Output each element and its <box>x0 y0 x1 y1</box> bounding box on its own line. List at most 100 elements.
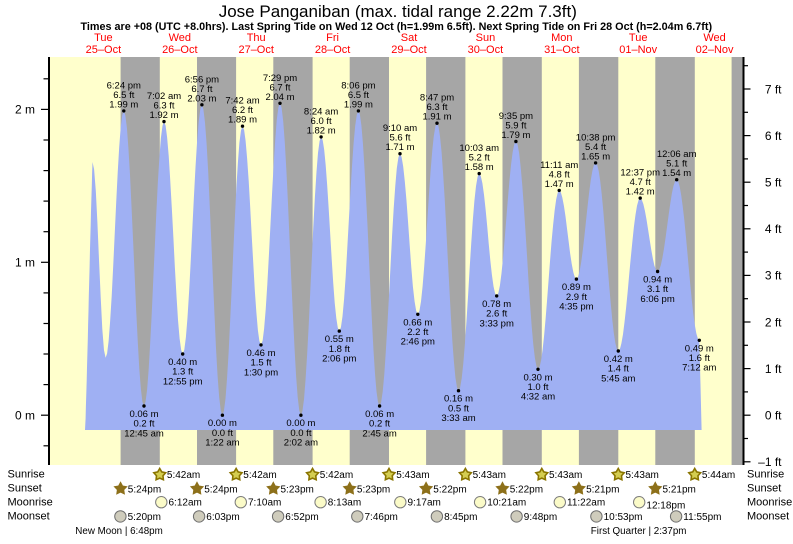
svg-text:2:45 am: 2:45 am <box>362 428 396 439</box>
svg-text:8:47 pm: 8:47 pm <box>420 93 454 104</box>
svg-text:Sunset: Sunset <box>747 483 781 495</box>
svg-text:Fri: Fri <box>326 32 339 44</box>
svg-text:12:18pm: 12:18pm <box>646 500 685 511</box>
svg-text:6.5 ft: 6.5 ft <box>348 90 369 101</box>
svg-text:2.9 ft: 2.9 ft <box>566 292 587 303</box>
svg-text:2.2 ft: 2.2 ft <box>407 327 428 338</box>
svg-text:6:06 pm: 6:06 pm <box>640 294 674 305</box>
svg-text:0.0 ft: 0.0 ft <box>290 428 311 439</box>
svg-text:1:22 am: 1:22 am <box>205 438 239 449</box>
svg-text:Sun: Sun <box>476 32 496 44</box>
svg-text:1.0 ft: 1.0 ft <box>527 382 548 393</box>
svg-text:5:45 am: 5:45 am <box>601 373 635 384</box>
svg-text:12:37 pm: 12:37 pm <box>620 168 660 179</box>
svg-text:0.2 ft: 0.2 ft <box>369 419 390 430</box>
svg-text:8:06 pm: 8:06 pm <box>341 80 375 91</box>
svg-text:8:13am: 8:13am <box>328 498 361 509</box>
svg-text:3:33 am: 3:33 am <box>441 413 475 424</box>
svg-text:1.5 ft: 1.5 ft <box>250 358 271 369</box>
svg-text:01–Nov: 01–Nov <box>619 44 657 56</box>
svg-text:6.3 ft: 6.3 ft <box>426 102 447 113</box>
svg-text:8:45pm: 8:45pm <box>444 512 477 523</box>
svg-text:5.6 ft: 5.6 ft <box>389 133 410 144</box>
svg-text:10:38 pm: 10:38 pm <box>576 132 616 143</box>
svg-text:0.49 m: 0.49 m <box>685 343 714 354</box>
svg-text:5:23pm: 5:23pm <box>281 484 314 495</box>
svg-text:First Quarter | 2:37pm: First Quarter | 2:37pm <box>591 526 687 537</box>
svg-text:12:45 am: 12:45 am <box>124 428 164 439</box>
svg-text:2 m: 2 m <box>15 103 35 117</box>
svg-text:1.54 m: 1.54 m <box>662 168 691 179</box>
svg-text:Sunrise: Sunrise <box>8 469 45 481</box>
svg-text:New Moon | 6:48pm: New Moon | 6:48pm <box>75 526 163 537</box>
svg-text:2 ft: 2 ft <box>765 315 782 329</box>
svg-text:1 m: 1 m <box>15 256 35 270</box>
svg-text:5.2 ft: 5.2 ft <box>469 153 490 164</box>
svg-text:5:22pm: 5:22pm <box>510 484 543 495</box>
svg-text:0 ft: 0 ft <box>765 409 782 423</box>
svg-text:4.7 ft: 4.7 ft <box>630 177 651 188</box>
svg-text:0.06 m: 0.06 m <box>365 409 394 420</box>
svg-text:3 ft: 3 ft <box>765 269 782 283</box>
svg-text:25–Oct: 25–Oct <box>86 44 121 56</box>
svg-text:5:42am: 5:42am <box>243 470 276 481</box>
svg-text:5:43am: 5:43am <box>549 470 582 481</box>
svg-text:5:43am: 5:43am <box>473 470 506 481</box>
svg-text:Sat: Sat <box>401 32 418 44</box>
svg-text:Tue: Tue <box>629 32 648 44</box>
svg-text:5:23pm: 5:23pm <box>357 484 390 495</box>
svg-text:Wed: Wed <box>703 32 725 44</box>
svg-text:5.4 ft: 5.4 ft <box>585 142 606 153</box>
svg-text:02–Nov: 02–Nov <box>696 44 734 56</box>
svg-text:0 m: 0 m <box>15 409 35 423</box>
svg-text:2:06 pm: 2:06 pm <box>322 354 356 365</box>
svg-text:7:02 am: 7:02 am <box>147 91 181 102</box>
svg-text:6:12am: 6:12am <box>169 498 202 509</box>
svg-text:8:24 am: 8:24 am <box>304 106 338 117</box>
svg-text:1.99 m: 1.99 m <box>109 99 138 110</box>
svg-text:5:43am: 5:43am <box>396 470 429 481</box>
svg-text:1.8 ft: 1.8 ft <box>329 344 350 355</box>
svg-text:1.89 m: 1.89 m <box>228 115 257 126</box>
svg-text:0.46 m: 0.46 m <box>246 348 275 359</box>
svg-text:7:10am: 7:10am <box>248 498 281 509</box>
svg-text:29–Oct: 29–Oct <box>391 44 426 56</box>
svg-text:3.1 ft: 3.1 ft <box>647 284 668 295</box>
svg-text:0.78 m: 0.78 m <box>482 299 511 310</box>
svg-text:11:55pm: 11:55pm <box>683 512 721 523</box>
svg-text:6 ft: 6 ft <box>765 129 782 143</box>
svg-text:Moonset: Moonset <box>8 511 50 523</box>
svg-text:2.6 ft: 2.6 ft <box>486 309 507 320</box>
svg-text:5:43am: 5:43am <box>626 470 659 481</box>
svg-text:1.6 ft: 1.6 ft <box>689 353 710 364</box>
svg-text:1.92 m: 1.92 m <box>149 110 178 121</box>
svg-text:1 ft: 1 ft <box>765 362 782 376</box>
svg-text:6.2 ft: 6.2 ft <box>232 105 253 116</box>
svg-text:5:21pm: 5:21pm <box>663 484 696 495</box>
svg-text:1.3 ft: 1.3 ft <box>172 367 193 378</box>
svg-text:4:35 pm: 4:35 pm <box>559 302 593 313</box>
svg-text:4:32 am: 4:32 am <box>521 392 555 403</box>
svg-text:Tue: Tue <box>94 32 113 44</box>
svg-text:9:48pm: 9:48pm <box>524 512 557 523</box>
svg-text:10:03 am: 10:03 am <box>459 143 499 154</box>
svg-text:0.40 m: 0.40 m <box>168 357 197 368</box>
svg-text:5:24pm: 5:24pm <box>128 484 161 495</box>
svg-text:1.99 m: 1.99 m <box>344 99 373 110</box>
svg-text:6.7 ft: 6.7 ft <box>269 82 290 93</box>
svg-text:Mon: Mon <box>551 32 572 44</box>
svg-text:10:21am: 10:21am <box>487 498 526 509</box>
svg-text:Wed: Wed <box>169 32 191 44</box>
svg-text:11:22am: 11:22am <box>567 498 605 509</box>
svg-text:0.30 m: 0.30 m <box>523 372 552 383</box>
svg-text:5 ft: 5 ft <box>765 176 782 190</box>
svg-text:7 ft: 7 ft <box>765 82 782 96</box>
svg-text:9:35 pm: 9:35 pm <box>499 111 533 122</box>
svg-text:6.0 ft: 6.0 ft <box>311 116 332 127</box>
svg-text:1.4 ft: 1.4 ft <box>608 364 629 375</box>
svg-text:2:46 pm: 2:46 pm <box>401 337 435 348</box>
svg-text:1.79 m: 1.79 m <box>501 130 530 141</box>
svg-text:6:56 pm: 6:56 pm <box>185 74 219 85</box>
svg-text:Sunset: Sunset <box>8 483 42 495</box>
svg-text:9:17am: 9:17am <box>408 498 441 509</box>
